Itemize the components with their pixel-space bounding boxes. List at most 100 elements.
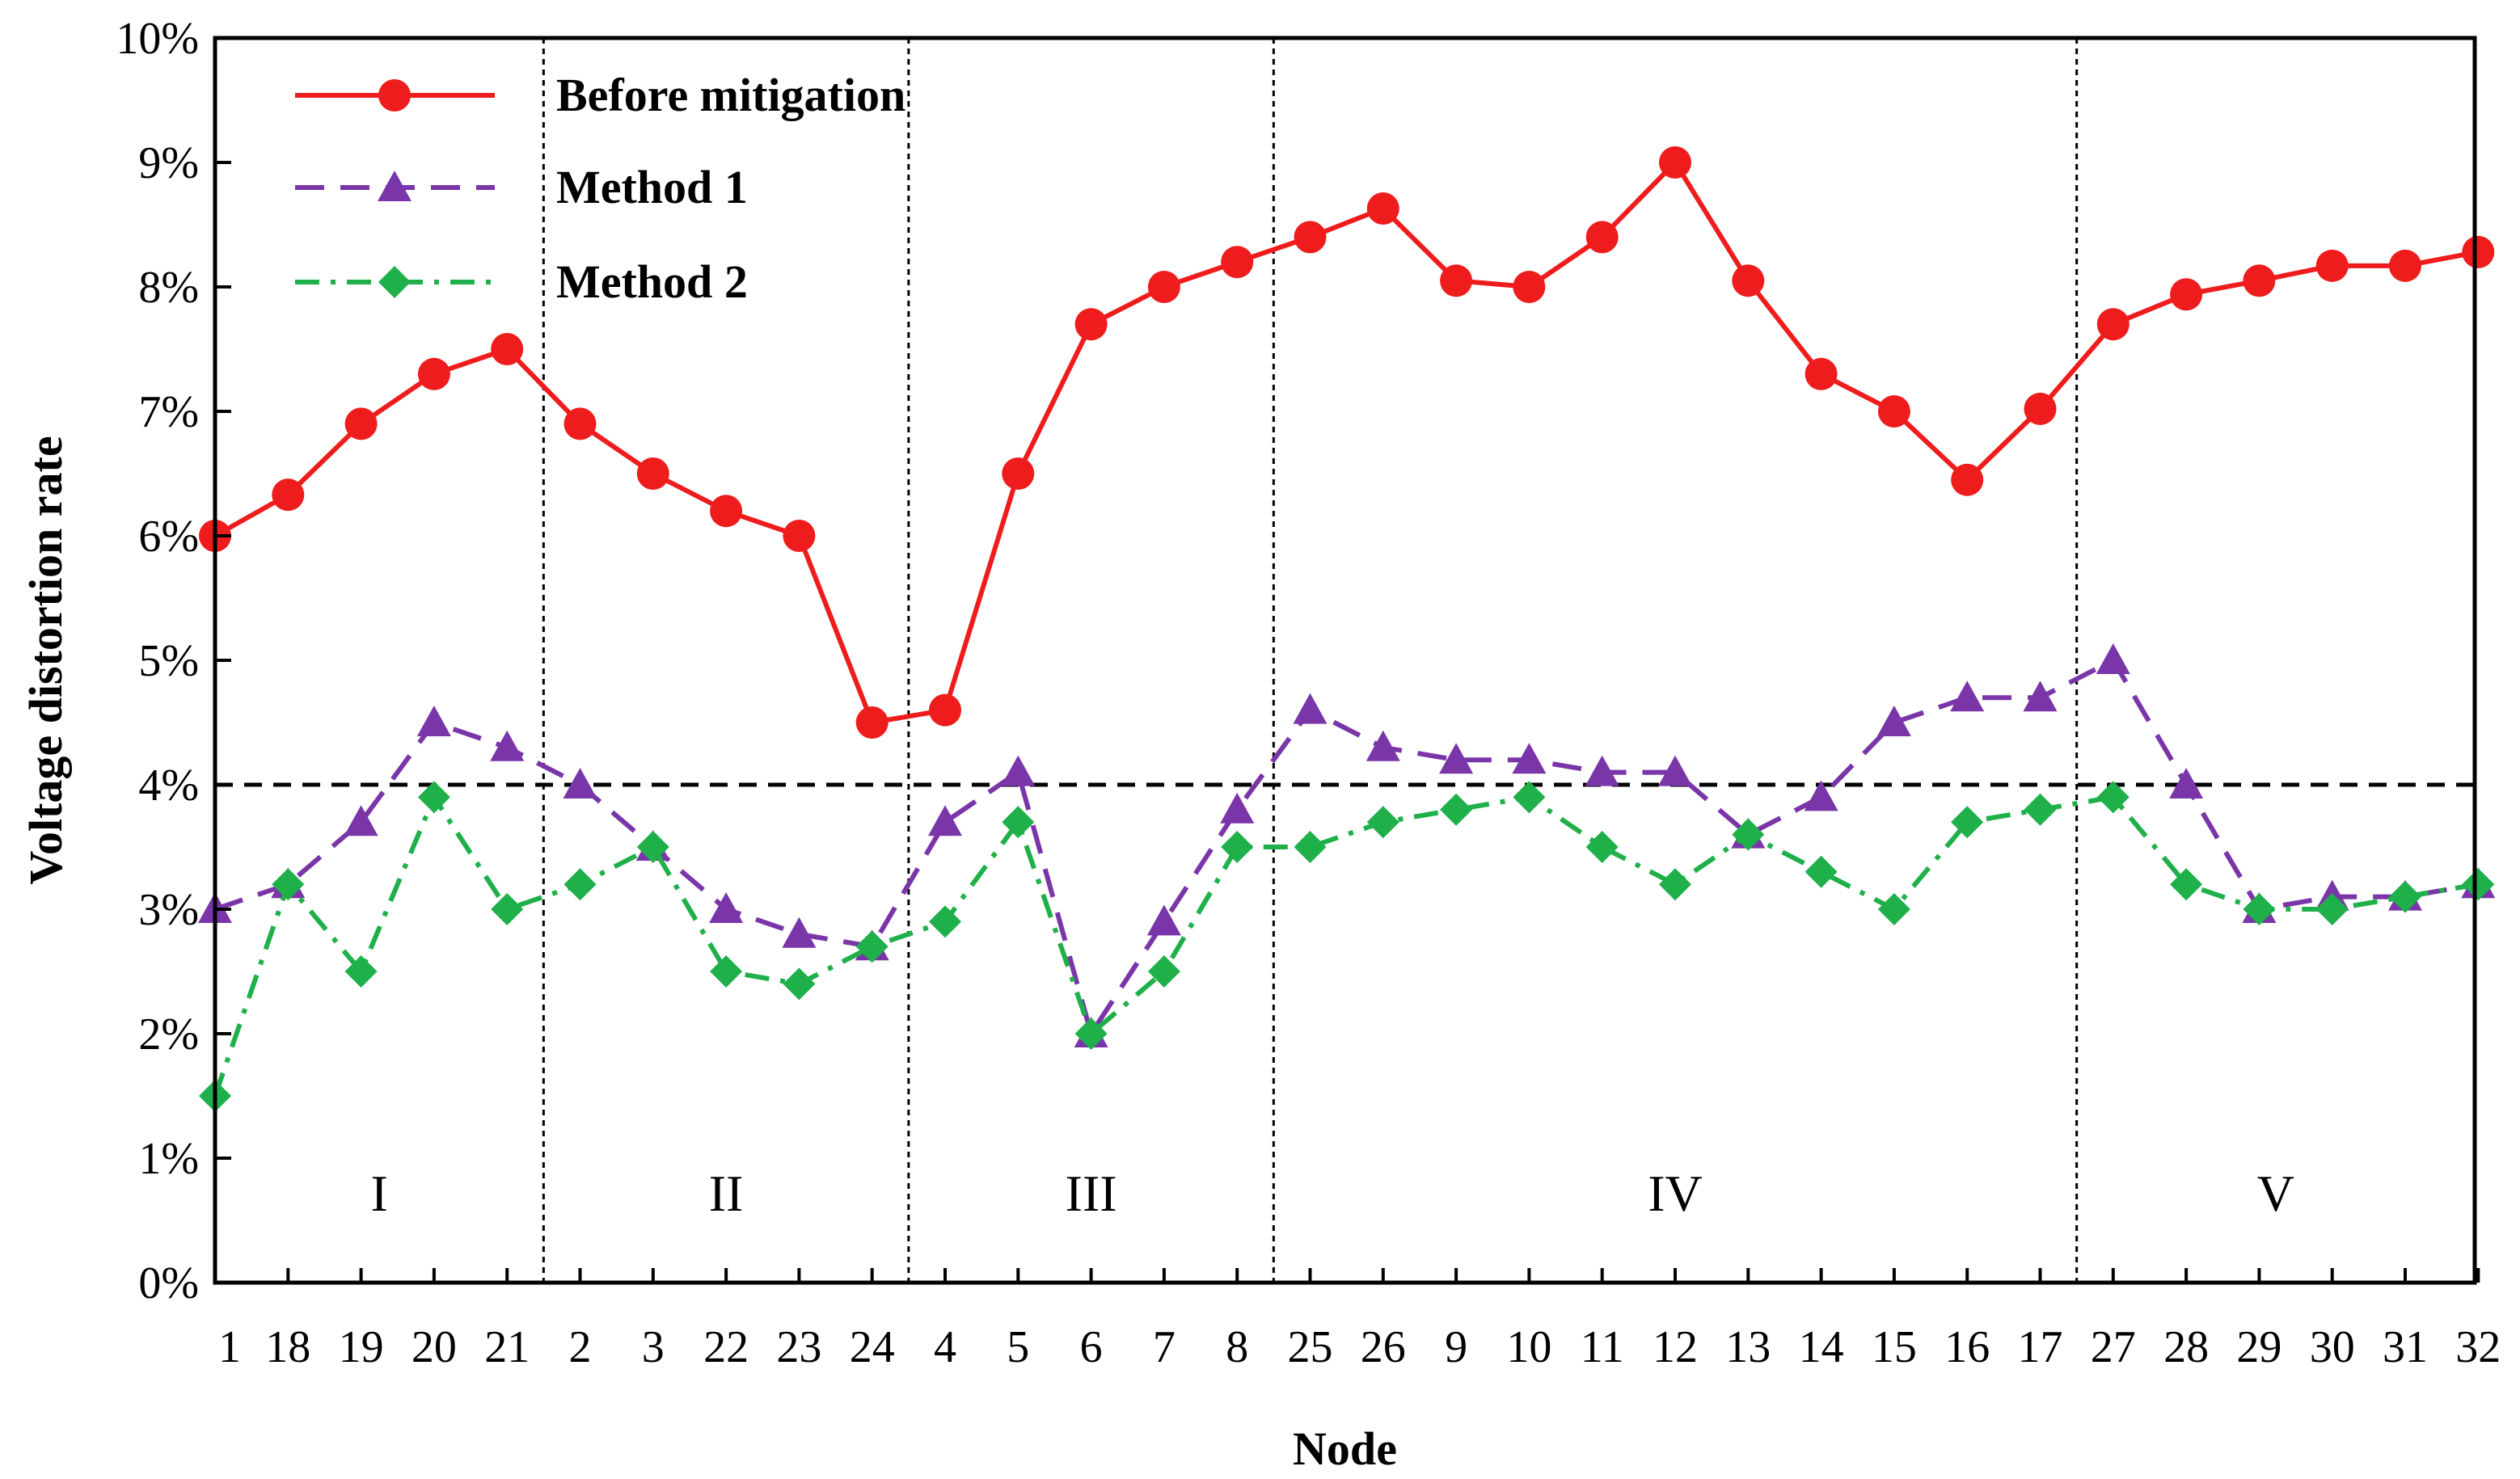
- series-before-mitigation: [199, 146, 2495, 739]
- data-point: [1512, 743, 1547, 774]
- legend-marker: [378, 266, 411, 298]
- data-point: [417, 357, 450, 390]
- data-point: [709, 892, 744, 923]
- data-point: [416, 706, 451, 736]
- data-point: [1002, 806, 1035, 839]
- data-point: [2315, 893, 2349, 925]
- data-point: [1732, 264, 1765, 297]
- region-label: II: [709, 1165, 744, 1222]
- data-point: [272, 478, 305, 512]
- data-point: [2024, 392, 2057, 425]
- legend: Before mitigation Method 1 Method 2: [295, 69, 905, 308]
- y-tick-label: 7%: [138, 387, 199, 437]
- x-tick-label: 3: [642, 1322, 665, 1372]
- data-point: [929, 905, 961, 938]
- x-tick-label: 23: [776, 1322, 821, 1372]
- x-tick-label: 16: [1944, 1322, 1990, 1372]
- y-tick-label: 8%: [138, 263, 199, 313]
- data-point: [2389, 880, 2421, 913]
- data-point: [2243, 264, 2276, 297]
- legend-label: Method 1: [556, 161, 748, 213]
- legend-item: Method 2: [295, 255, 748, 308]
- x-tick-label: 6: [1080, 1322, 1103, 1372]
- legend-label: Before mitigation: [556, 69, 905, 121]
- x-tick-label: 10: [1506, 1322, 1551, 1372]
- data-point: [1002, 457, 1035, 490]
- data-point: [2170, 278, 2203, 311]
- y-axis-title: Voltage distortion rate: [19, 436, 72, 884]
- x-tick-label: 1: [218, 1322, 241, 1372]
- x-tick-label: 5: [1007, 1322, 1029, 1372]
- data-point: [2462, 235, 2495, 268]
- legend-label: Method 2: [556, 255, 748, 308]
- data-point: [2389, 249, 2421, 282]
- y-tick-label: 6%: [138, 512, 199, 562]
- data-point: [1366, 192, 1399, 225]
- data-point: [1513, 271, 1546, 303]
- data-point: [1513, 781, 1546, 814]
- data-point: [1951, 463, 1984, 496]
- series-method-2: [199, 781, 2495, 1112]
- data-point: [1805, 855, 1838, 888]
- data-point: [1658, 755, 1692, 786]
- data-point: [1220, 792, 1255, 824]
- y-tick-label: 5%: [138, 636, 199, 686]
- data-point: [1804, 780, 1838, 811]
- data-point: [1585, 831, 1619, 863]
- x-tick-label: 24: [850, 1322, 895, 1372]
- data-point: [1294, 221, 1327, 254]
- data-point: [1732, 818, 1765, 851]
- data-point: [564, 407, 597, 440]
- data-point: [491, 333, 524, 365]
- x-tick-label: 25: [1288, 1322, 1333, 1372]
- data-point: [2169, 768, 2204, 798]
- data-point: [1585, 221, 1619, 254]
- data-point: [491, 893, 524, 925]
- x-tick-label: 18: [265, 1322, 310, 1372]
- data-point: [1659, 868, 1691, 901]
- y-tick-label: 10%: [116, 14, 199, 64]
- data-point: [710, 955, 743, 988]
- data-point: [710, 495, 743, 528]
- x-tick-label: 2: [569, 1322, 592, 1372]
- x-tick-label: 20: [412, 1322, 457, 1372]
- data-point: [1877, 893, 1910, 925]
- data-point: [2023, 681, 2058, 712]
- data-point: [417, 781, 450, 814]
- x-tick-label: 4: [934, 1322, 956, 1372]
- region-label: V: [2257, 1165, 2294, 1222]
- data-point: [636, 831, 669, 863]
- x-tick-label: 21: [484, 1322, 530, 1372]
- x-tick-label: 12: [1653, 1322, 1698, 1372]
- data-point: [855, 706, 889, 739]
- region-label: I: [371, 1165, 388, 1222]
- x-axis-title: Node: [1293, 1422, 1397, 1475]
- data-point: [1221, 246, 1254, 279]
- data-point: [2096, 308, 2130, 341]
- data-point: [782, 916, 817, 948]
- region-label: III: [1066, 1165, 1117, 1222]
- x-tick-label: 15: [1872, 1322, 1917, 1372]
- data-point: [1146, 904, 1181, 936]
- data-point: [855, 930, 889, 963]
- x-tick-label: 9: [1445, 1322, 1467, 1372]
- data-point: [1366, 806, 1399, 839]
- data-point: [1440, 793, 1473, 826]
- x-tick-label: 22: [703, 1322, 749, 1372]
- y-tick-label: 2%: [138, 1009, 199, 1060]
- data-point: [272, 868, 305, 901]
- y-tick-label: 4%: [138, 761, 199, 811]
- x-tick-label: 19: [339, 1322, 384, 1372]
- series-layer: [198, 146, 2496, 1112]
- reference-lines: [215, 38, 2475, 1283]
- data-point: [1440, 264, 1473, 297]
- x-tick-label: 32: [2455, 1322, 2501, 1372]
- series-line: [214, 658, 2479, 1036]
- y-tick-label: 3%: [138, 885, 199, 935]
- data-point: [1877, 395, 1910, 428]
- region-labels: I II III IV V: [371, 1165, 2294, 1222]
- x-tick-label: 13: [1725, 1322, 1771, 1372]
- legend-marker: [378, 171, 412, 201]
- data-point: [2243, 893, 2276, 925]
- data-point: [2024, 793, 2057, 826]
